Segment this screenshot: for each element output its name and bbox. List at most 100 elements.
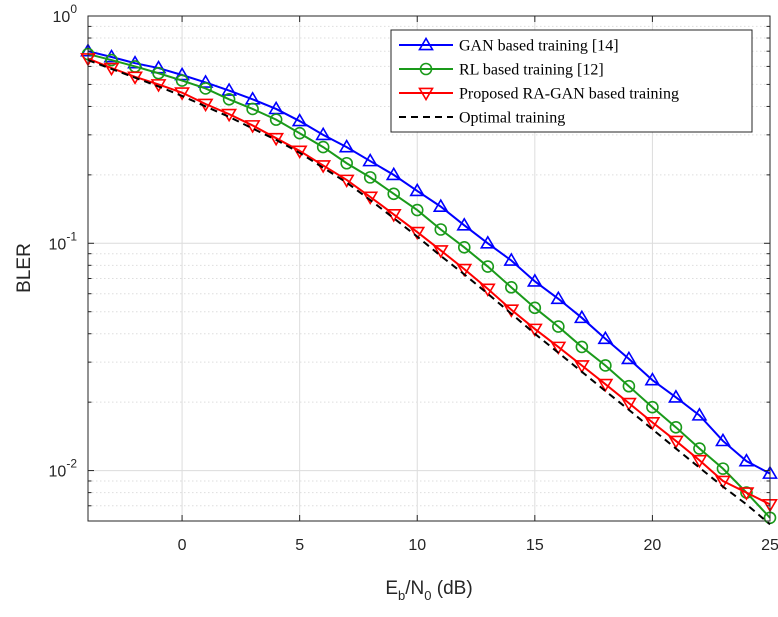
data-point xyxy=(315,126,332,141)
data-point xyxy=(291,112,308,127)
data-point xyxy=(387,187,401,201)
data-point xyxy=(434,223,448,236)
data-point xyxy=(338,174,355,189)
legend-entry: RL based training [12] xyxy=(399,62,604,79)
data-point xyxy=(573,309,590,324)
data-point xyxy=(599,359,612,372)
series-line xyxy=(87,59,771,526)
data-point xyxy=(410,203,424,217)
data-point xyxy=(175,74,189,87)
data-point xyxy=(363,171,377,184)
y-axis-label: BLER xyxy=(14,243,35,293)
data-point xyxy=(550,341,567,355)
legend-marker xyxy=(418,87,434,102)
data-point xyxy=(550,290,567,305)
data-point xyxy=(620,397,637,412)
data-point xyxy=(362,152,379,167)
data-point xyxy=(503,252,520,266)
legend-label: Optimal training xyxy=(459,110,565,127)
data-point xyxy=(409,182,426,197)
y-tick-exponent: -2 xyxy=(66,457,77,471)
legend-marker xyxy=(418,36,434,51)
data-point xyxy=(597,378,614,393)
series-1 xyxy=(81,47,777,525)
axes-box xyxy=(87,15,771,522)
x-axis-label-sub1: b xyxy=(398,588,405,603)
data-point xyxy=(199,82,212,95)
data-point xyxy=(269,113,283,126)
y-tick-label: 100 xyxy=(53,2,78,26)
x-tick-label: 20 xyxy=(644,537,662,554)
data-point xyxy=(152,66,165,80)
x-tick-label: 25 xyxy=(761,537,778,554)
y-tick-base: 10 xyxy=(49,464,67,481)
x-axis-label-mid: /N xyxy=(405,578,424,599)
x-axis-label: Eb/N0 (dB) xyxy=(385,578,472,603)
data-point xyxy=(103,62,120,77)
data-point xyxy=(691,454,708,469)
data-point xyxy=(738,487,755,501)
x-tick-label: 10 xyxy=(408,537,426,554)
data-point xyxy=(293,126,306,140)
data-point xyxy=(316,140,330,154)
x-tick-label: 15 xyxy=(526,537,544,554)
y-tick-base: 10 xyxy=(53,9,71,26)
legend-entry: Optimal training xyxy=(399,110,565,127)
x-tick-label: 5 xyxy=(295,537,304,554)
x-axis-label-unit: (dB) xyxy=(431,578,472,599)
data-point xyxy=(715,432,731,447)
data-point xyxy=(715,475,731,490)
legend-label: RL based training [12] xyxy=(459,62,604,79)
data-point xyxy=(620,350,637,365)
data-point xyxy=(385,166,402,181)
data-point xyxy=(526,323,543,337)
data-point xyxy=(432,245,449,259)
series-layer xyxy=(80,43,778,526)
data-point xyxy=(575,340,589,354)
data-point xyxy=(738,453,755,467)
data-point xyxy=(691,407,708,421)
data-point xyxy=(150,79,167,93)
data-point xyxy=(646,400,659,414)
series-line xyxy=(87,57,771,506)
legend-entry: Proposed RA-GAN based training xyxy=(399,86,679,103)
data-point xyxy=(716,462,730,475)
data-point xyxy=(644,372,661,386)
series-2 xyxy=(80,53,778,513)
y-tick-exponent: 0 xyxy=(70,2,77,16)
data-point xyxy=(479,235,496,249)
y-tick-exponent: -1 xyxy=(66,229,77,243)
data-point xyxy=(526,273,543,287)
data-point xyxy=(644,416,661,431)
legend-label: Proposed RA-GAN based training xyxy=(459,86,679,103)
data-point xyxy=(528,301,542,315)
y-tick-label: 10-1 xyxy=(49,229,78,253)
legend-label: GAN based training [14] xyxy=(459,38,619,55)
data-point xyxy=(481,260,495,273)
data-point xyxy=(432,198,449,212)
x-axis-label-sub2: 0 xyxy=(424,588,431,603)
data-point xyxy=(552,320,565,333)
data-point xyxy=(338,139,355,153)
y-tick-label: 10-2 xyxy=(49,457,78,481)
data-point xyxy=(573,360,590,374)
data-point xyxy=(505,281,518,294)
data-point xyxy=(693,442,706,455)
x-tick-label: 0 xyxy=(178,537,187,554)
data-point xyxy=(268,132,285,147)
data-point xyxy=(457,241,471,254)
data-point xyxy=(197,74,214,88)
data-point xyxy=(127,71,143,85)
data-point xyxy=(340,156,353,170)
y-tick-base: 10 xyxy=(49,236,67,253)
legend-entry: GAN based training [14] xyxy=(399,36,619,55)
series-3 xyxy=(87,59,771,526)
legend-marker xyxy=(419,62,433,76)
data-point xyxy=(222,93,236,106)
data-point xyxy=(105,53,118,67)
data-point xyxy=(668,435,684,450)
data-point xyxy=(456,217,473,231)
data-point xyxy=(669,421,683,434)
